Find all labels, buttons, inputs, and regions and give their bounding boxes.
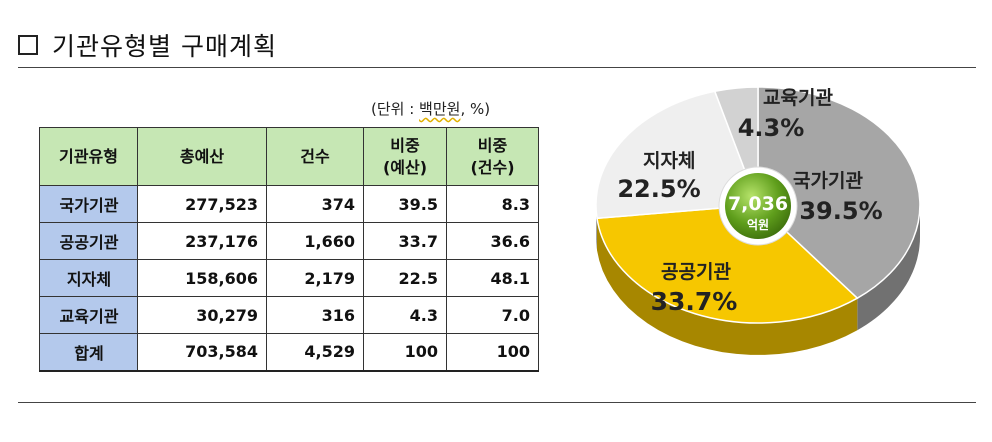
cell-share-budget: 100: [363, 333, 447, 372]
row-label: 국가기관: [39, 185, 138, 223]
slice-pct-public: 33.7%: [651, 287, 738, 316]
slice-label-public: 공공기관: [661, 261, 731, 283]
center-total-value: 7,036: [728, 193, 788, 215]
budget-share-pie-chart: 7,036 억원 교육기관 4.3% 지자체 22.5% 국가기관 39.5% …: [595, 86, 921, 355]
unit-note: (단위 : 백만원, %): [371, 98, 490, 119]
cell-share-count: 48.1: [446, 259, 539, 297]
slice-0-side: [857, 205, 920, 331]
unit-main: 백만원: [419, 100, 461, 118]
header-agency-type: 기관유형: [39, 127, 138, 186]
pie-slices-group: [595, 86, 921, 324]
cell-budget: 703,584: [137, 333, 267, 372]
unit-prefix: (단위 :: [371, 100, 420, 118]
slice-1-top: [596, 204, 859, 324]
cell-share-count: 8.3: [446, 185, 539, 223]
cell-share-count: 7.0: [446, 296, 539, 334]
cell-budget: 237,176: [137, 222, 267, 260]
row-label: 합계: [39, 333, 138, 372]
cell-budget: 277,523: [137, 185, 267, 223]
slice-pct-education: 4.3%: [738, 114, 805, 142]
slice-0-top: [757, 86, 921, 300]
page-title: 기관유형별 구매계획: [52, 32, 277, 61]
section-title: 기관유형별 구매계획: [18, 27, 277, 63]
cell-share-budget: 22.5: [363, 259, 447, 297]
header-share-count: 비중 (건수): [446, 127, 539, 186]
table-row: 국가기관 277,523 374 39.5 8.3: [39, 185, 539, 223]
row-label: 공공기관: [39, 222, 138, 260]
cell-share-count: 100: [446, 333, 539, 372]
center-disc: [725, 173, 791, 239]
cell-budget: 158,606: [137, 259, 267, 297]
cell-share-budget: 4.3: [363, 296, 447, 334]
purchase-plan-table: 기관유형 총예산 건수 비중 (예산) 비중 (건수) 국가기관 277,523…: [39, 127, 539, 372]
cell-count: 316: [266, 296, 364, 334]
cell-share-budget: 33.7: [363, 222, 447, 260]
slice-label-local-gov: 지자체: [643, 150, 695, 172]
slice-label-education: 교육기관: [763, 87, 833, 109]
checkbox-icon: [18, 35, 38, 55]
row-label: 교육기관: [39, 296, 138, 334]
unit-suffix: , %): [460, 100, 491, 118]
header-count: 건수: [266, 127, 364, 186]
table-total-row: 합계 703,584 4,529 100 100: [39, 333, 539, 372]
slice-pct-local-gov: 22.5%: [617, 175, 700, 203]
bottom-divider: [18, 402, 976, 403]
slice-label-national: 국가기관: [793, 170, 863, 192]
cell-count: 1,660: [266, 222, 364, 260]
slice-2-top: [595, 90, 760, 220]
cell-share-budget: 39.5: [363, 185, 447, 223]
cell-count: 2,179: [266, 259, 364, 297]
header-total-budget: 총예산: [137, 127, 267, 186]
cell-share-count: 36.6: [446, 222, 539, 260]
top-divider: [18, 67, 976, 68]
pie-center-badge: 7,036 억원: [718, 166, 798, 246]
table-row: 공공기관 237,176 1,660 33.7 36.6: [39, 222, 539, 260]
cell-count: 4,529: [266, 333, 364, 372]
table-row: 지자체 158,606 2,179 22.5 48.1: [39, 259, 539, 297]
slice-pct-national: 39.5%: [799, 197, 882, 225]
header-share-budget: 비중 (예산): [363, 127, 447, 186]
slice-labels: 교육기관 4.3% 지자체 22.5% 국가기관 39.5% 공공기관 33.7…: [617, 87, 882, 316]
center-total-unit: 억원: [747, 218, 769, 232]
cell-budget: 30,279: [137, 296, 267, 334]
cell-count: 374: [266, 185, 364, 223]
row-label: 지자체: [39, 259, 138, 297]
table-header-row: 기관유형 총예산 건수 비중 (예산) 비중 (건수): [39, 127, 539, 186]
table-row: 교육기관 30,279 316 4.3 7.0: [39, 296, 539, 334]
